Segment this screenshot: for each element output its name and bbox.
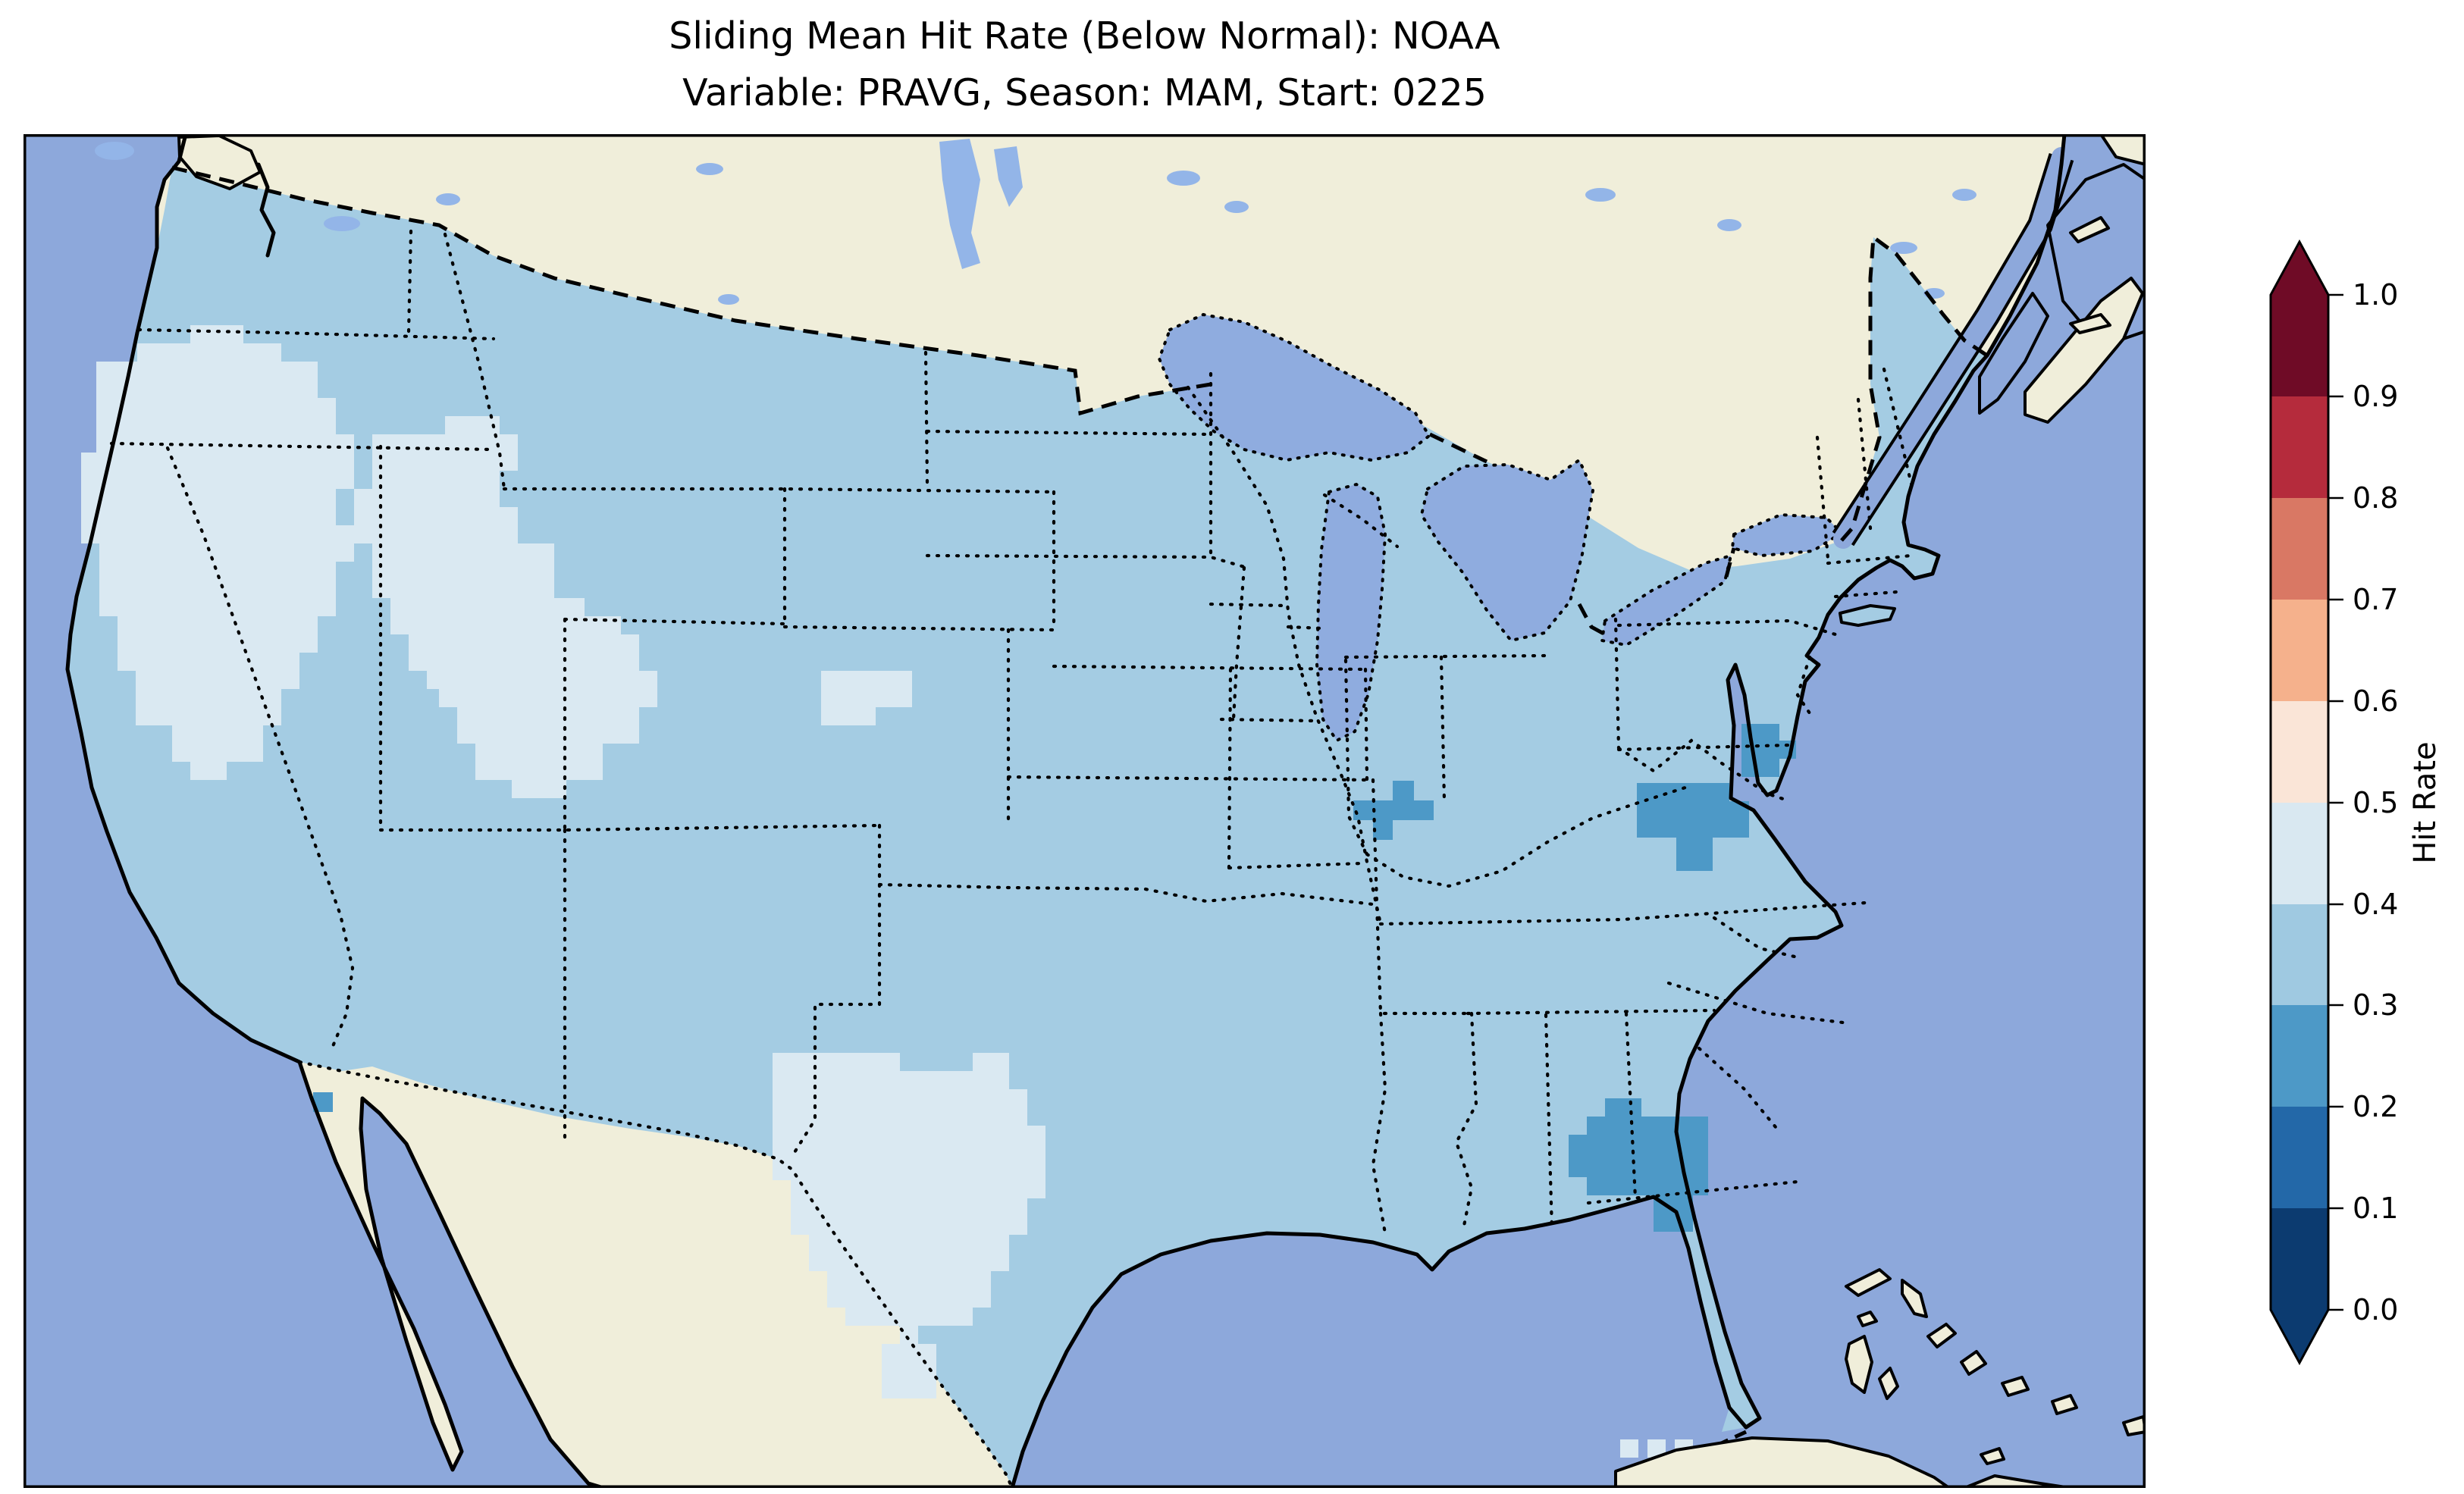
colorbar-tick-label: 0.7 <box>2353 583 2398 616</box>
bahamas-islands <box>1845 1268 2146 1436</box>
colorbar-segment <box>2271 295 2328 396</box>
long-island <box>1839 604 1896 627</box>
lake-superior <box>1157 312 1431 462</box>
small-lakes <box>95 142 1977 305</box>
lake-michigan <box>1315 482 1387 743</box>
state-borders <box>109 229 1915 1236</box>
anticosti-island <box>2069 216 2110 243</box>
colorbar-tick-label: 0.3 <box>2353 988 2398 1022</box>
colorbar-tick-label: 0.0 <box>2353 1293 2398 1326</box>
dark-cells-02-03 <box>313 724 1796 1232</box>
newfoundland-corner <box>2099 134 2146 166</box>
cuba <box>1614 1436 2072 1488</box>
colorbar-tick-label: 1.0 <box>2353 278 2398 312</box>
light-cells-04-05 <box>81 325 1693 1458</box>
colorbar-extend-upper <box>2271 242 2328 295</box>
title-line-1: Sliding Mean Hit Rate (Below Normal): NO… <box>669 14 1500 58</box>
colorbar-segment <box>2271 396 2328 498</box>
great-lakes <box>1157 312 1845 743</box>
colorbar-tick-label: 0.5 <box>2353 786 2398 819</box>
colorbar-segment <box>2271 1005 2328 1107</box>
colorbar-segment <box>2271 904 2328 1005</box>
gulf-of-st-lawrence <box>2046 163 2146 348</box>
map-frame <box>24 134 2146 1488</box>
colorbar-axis-label: Hit Rate <box>2408 741 2443 863</box>
colorbar-tick-label: 0.9 <box>2353 380 2398 413</box>
puget-sound-inlets <box>256 162 276 258</box>
colorbar-segment <box>2271 600 2328 701</box>
colorbar-segment <box>2271 1208 2328 1310</box>
bay-of-fundy <box>1978 292 2049 415</box>
colorbar-segment <box>2271 1107 2328 1208</box>
colorbar-tick-label: 0.2 <box>2353 1090 2398 1123</box>
us-canada-border <box>171 165 1989 637</box>
colorbar-segment <box>2271 803 2328 904</box>
prince-edward-island <box>2069 313 2111 334</box>
colorbar-tick-label: 0.1 <box>2353 1192 2398 1225</box>
colorbar-segment <box>2271 701 2328 803</box>
us-mexico-border <box>297 1060 1014 1488</box>
st-lawrence-river <box>1833 147 2071 549</box>
colorbar: 1.0 0.9 0.8 0.7 0.6 0.5 0.4 0.3 0.2 0.1 … <box>2269 239 2443 1366</box>
colorbar-ticks: 1.0 0.9 0.8 0.7 0.6 0.5 0.4 0.3 0.2 0.1 … <box>2328 278 2398 1326</box>
figure-title: Sliding Mean Hit Rate (Below Normal): NO… <box>24 8 2146 121</box>
colorbar-tick-label: 0.6 <box>2353 684 2398 718</box>
lake-erie <box>1600 553 1733 647</box>
colorbar-segments <box>2271 242 2328 1363</box>
title-line-2: Variable: PRAVG, Season: MAM, Start: 022… <box>682 71 1487 114</box>
colorbar-tick-label: 0.8 <box>2353 481 2398 515</box>
map-axes <box>24 134 2146 1488</box>
colorbar-tick-label: 0.4 <box>2353 888 2398 921</box>
colorbar-segment <box>2271 498 2328 600</box>
coastline <box>65 134 2067 1488</box>
colorbar-extend-lower <box>2271 1310 2328 1363</box>
lake-ontario <box>1730 512 1845 558</box>
lake-winnipeg-group <box>939 139 1023 269</box>
colorbar-tick-marks <box>2328 293 2343 1311</box>
lake-huron <box>1419 457 1595 643</box>
